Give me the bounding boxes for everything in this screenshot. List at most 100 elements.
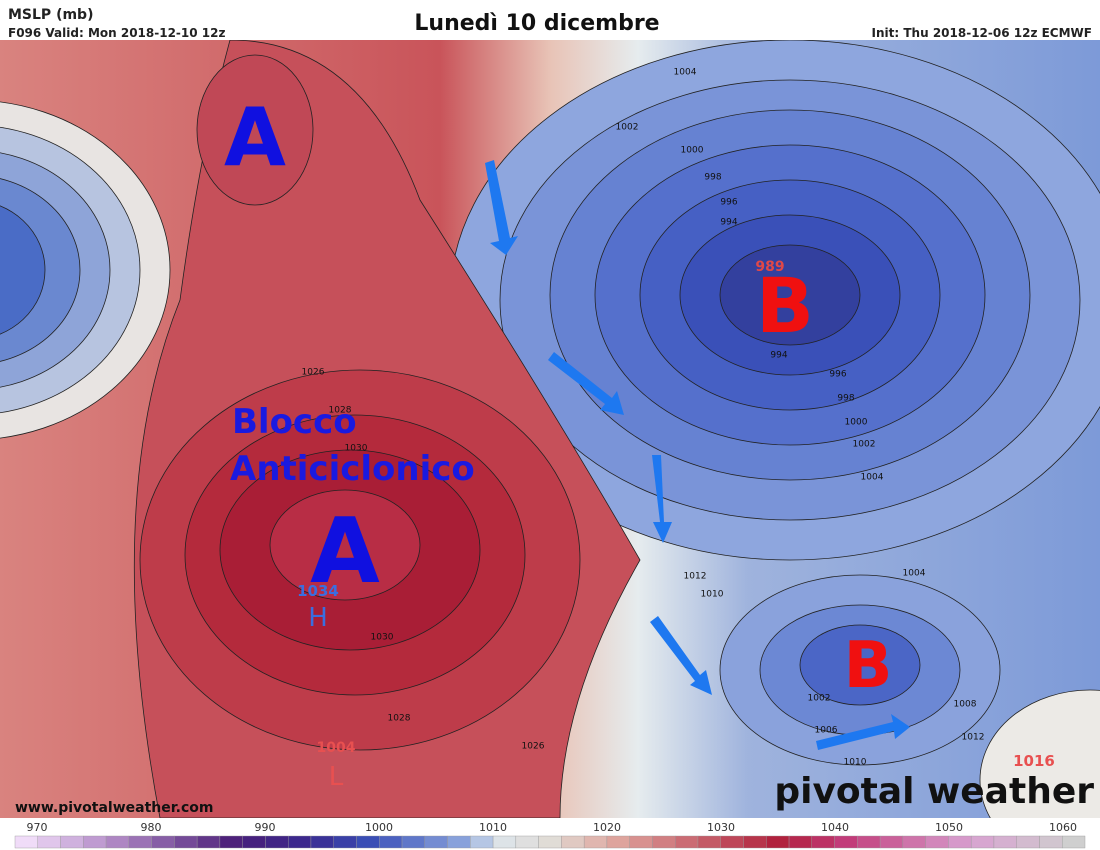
center-symbol: H <box>308 603 328 633</box>
colorbar-cell <box>743 835 767 849</box>
contour-label: 996 <box>829 370 846 380</box>
map <box>0 40 1100 818</box>
colorbar-cell <box>948 835 972 849</box>
colorbar-cell <box>993 835 1017 849</box>
colorbar-cell <box>583 835 608 849</box>
colorbar-tick-label: 1010 <box>479 821 507 834</box>
colorbar-cell <box>788 835 813 849</box>
colorbar-cell <box>515 835 539 849</box>
colorbar-cell <box>379 835 403 849</box>
colorbar-cell <box>424 835 448 849</box>
contour-label: 998 <box>837 394 854 404</box>
contour-label: 1004 <box>674 68 697 78</box>
colorbar-cell <box>652 835 676 849</box>
colorbar-cell <box>105 835 130 849</box>
center-value: 1034 <box>297 582 339 600</box>
colorbar-tick-label: 1000 <box>365 821 393 834</box>
colorbar-cell <box>83 835 107 849</box>
colorbar-cell <box>128 835 152 849</box>
colorbar-tick-label: 990 <box>255 821 276 834</box>
flow-arrows <box>485 160 910 750</box>
low-label: B <box>844 629 893 703</box>
colorbar-cell <box>561 835 585 849</box>
contour-label: 1008 <box>954 700 977 710</box>
center-symbol: L <box>329 762 344 792</box>
colorbar-cell <box>902 835 926 849</box>
contour-label: 1028 <box>388 714 411 724</box>
center-value: 989 <box>755 259 784 275</box>
colorbar-cell <box>219 835 243 849</box>
contour-label: 1010 <box>701 590 724 600</box>
colorbar-cell <box>174 835 198 849</box>
block-label: Anticiclonico <box>230 449 475 489</box>
contour-label: 1002 <box>808 694 831 704</box>
colorbar-cell <box>356 835 380 849</box>
east-ridge <box>979 689 1100 818</box>
colorbar-cell <box>538 835 562 849</box>
colorbar-cell <box>242 835 266 849</box>
north-low <box>449 40 1100 561</box>
west-low <box>0 101 171 439</box>
colorbar-tick-label: 1060 <box>1049 821 1077 834</box>
contour-label: 994 <box>720 218 737 228</box>
contour-label: 994 <box>770 351 787 361</box>
colorbar-cell <box>697 835 721 849</box>
contour-labels: 1004 1002 1000 998 996 994 994 996 998 1000 1002 10… <box>302 68 985 768</box>
colorbar-cell <box>287 835 312 849</box>
colorbar-tick-label: 1030 <box>707 821 735 834</box>
contour-label: 1030 <box>345 444 368 454</box>
colorbar-tick-label: 1020 <box>593 821 621 834</box>
colorbar-cell <box>834 835 858 849</box>
colorbar-cell <box>879 835 904 849</box>
azores-high <box>133 40 641 818</box>
colorbar-cell <box>151 835 175 849</box>
contour-label: 1006 <box>815 726 838 736</box>
contour-label: 1004 <box>861 473 884 483</box>
contour-label: 1000 <box>845 418 868 428</box>
block-label: Blocco <box>232 402 357 442</box>
contour-label: 998 <box>704 173 721 183</box>
contour-label: 996 <box>720 198 737 208</box>
colorbar-cell <box>470 835 494 849</box>
contour-label: 1026 <box>522 742 545 752</box>
colorbar-cell <box>1062 835 1086 849</box>
contour-label: 1028 <box>329 406 352 416</box>
colorbar-cell <box>492 835 517 849</box>
map-heading: Lunedì 10 dicembre <box>414 11 659 36</box>
colorbar-cell <box>401 835 425 849</box>
colorbar-cell <box>37 835 61 849</box>
colorbar-tick-label: 970 <box>27 821 48 834</box>
colorbar: 970 980 990 1000 1010 1020 1030 1040 1050 1060 <box>14 821 1086 849</box>
colorbar-cell <box>811 835 835 849</box>
center-value: 1004 <box>317 740 356 756</box>
product-label: MSLP (mb) <box>8 7 93 23</box>
colorbar-cell <box>629 835 653 849</box>
colorbar-tick-label: 1040 <box>821 821 849 834</box>
contour-label: 1002 <box>616 123 639 133</box>
colorbar-cell <box>606 835 630 849</box>
colorbar-cell <box>14 835 38 849</box>
valid-time: F096 Valid: Mon 2018-12-10 12z <box>8 26 225 40</box>
contour-label: 1012 <box>684 572 707 582</box>
colorbar-cell <box>60 835 84 849</box>
high-label: A <box>224 91 286 184</box>
colorbar-cell <box>675 835 699 849</box>
colorbar-cell <box>1016 835 1040 849</box>
colorbar-cell <box>310 835 334 849</box>
contour-label: 1012 <box>962 733 985 743</box>
colorbar-cell <box>333 835 357 849</box>
center-value: 1016 <box>1013 752 1055 770</box>
header-bg <box>0 0 1100 40</box>
website: www.pivotalweather.com <box>15 800 214 816</box>
brand: pivotal weather <box>774 771 1094 812</box>
contour-label: 1010 <box>844 758 867 768</box>
north-high <box>196 54 314 206</box>
contour-label: 1002 <box>853 440 876 450</box>
contour-label: 1030 <box>371 633 394 643</box>
colorbar-tick-label: 980 <box>141 821 162 834</box>
contour-label: 1004 <box>903 569 926 579</box>
init-time: Init: Thu 2018-12-06 12z ECMWF <box>872 26 1092 40</box>
colorbar-cell <box>1039 835 1063 849</box>
colorbar-cell <box>447 835 471 849</box>
